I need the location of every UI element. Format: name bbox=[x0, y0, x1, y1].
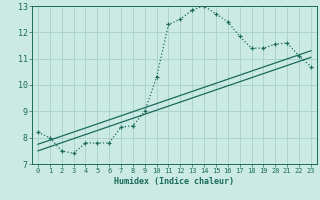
X-axis label: Humidex (Indice chaleur): Humidex (Indice chaleur) bbox=[115, 177, 234, 186]
